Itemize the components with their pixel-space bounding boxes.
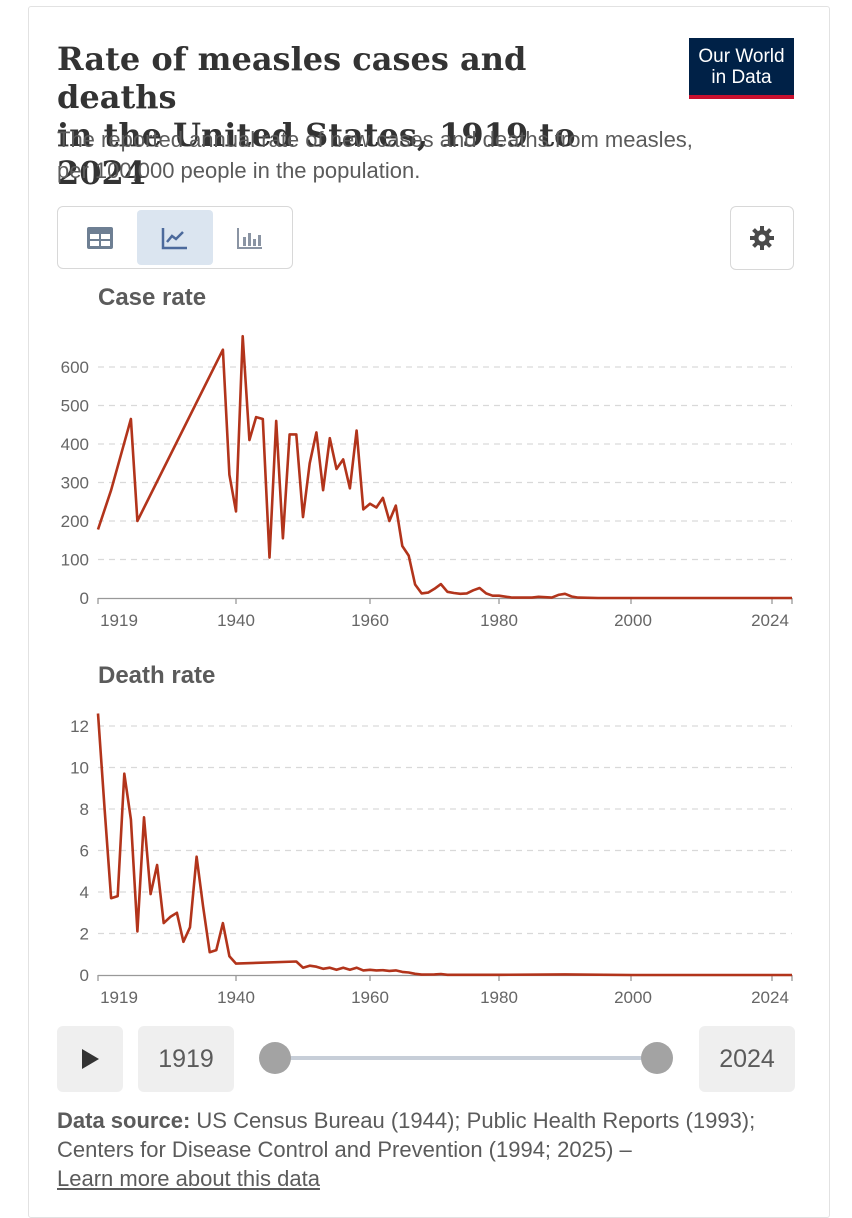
timeline-end-year[interactable]: 2024 bbox=[699, 1026, 795, 1092]
x-tick-label: 1960 bbox=[351, 988, 389, 1007]
play-button[interactable] bbox=[57, 1026, 123, 1092]
data-source: Data source: US Census Bureau (1944); Pu… bbox=[57, 1106, 817, 1193]
logo-line-1: Our World bbox=[698, 46, 785, 67]
chart-card bbox=[28, 6, 830, 1218]
subtitle-line-1: The reported annual rate of new cases an… bbox=[57, 127, 693, 152]
series-line-case-rate bbox=[96, 334, 792, 600]
y-tick-label: 500 bbox=[61, 397, 89, 416]
death-rate-chart: 0 2 4 6 8 10 12 1919 1940 1960 1980 2000 2024 bbox=[70, 713, 793, 1007]
subtitle-line-2: per 100,000 people in the population. bbox=[57, 158, 421, 183]
y-tick-label: 400 bbox=[61, 435, 89, 454]
x-tick-label: 1940 bbox=[217, 988, 255, 1007]
y-tick-label: 10 bbox=[70, 759, 89, 778]
play-icon bbox=[82, 1049, 99, 1069]
case-rate-chart: 0 100 200 300 400 500 600 1919 1940 1960 1980 2000 2… bbox=[61, 334, 793, 630]
x-tick-label: 1980 bbox=[480, 611, 518, 630]
owid-logo[interactable]: Our World in Data bbox=[689, 38, 794, 99]
x-tick-label: 2024 bbox=[751, 611, 789, 630]
source-text: US Census Bureau (1944); Public Health R… bbox=[57, 1108, 756, 1162]
y-tick-label: 0 bbox=[80, 966, 89, 985]
y-tick-label: 12 bbox=[70, 717, 89, 736]
learn-more-link[interactable]: Learn more about this data bbox=[57, 1166, 320, 1191]
settings-button[interactable] bbox=[730, 206, 794, 270]
timeline-end-handle[interactable] bbox=[641, 1042, 673, 1074]
tab-line-chart[interactable] bbox=[137, 210, 213, 265]
title-line-2: in the United States, 1919 to 2024 bbox=[57, 116, 576, 192]
timeline-track[interactable] bbox=[275, 1056, 657, 1060]
y-tick-label: 6 bbox=[80, 842, 89, 861]
y-tick-label: 600 bbox=[61, 358, 89, 377]
source-label: Data source: bbox=[57, 1108, 191, 1133]
line-chart-icon bbox=[161, 227, 187, 249]
y-tick-label: 300 bbox=[61, 474, 89, 493]
x-tick-label: 1980 bbox=[480, 988, 518, 1007]
y-tick-label: 200 bbox=[61, 512, 89, 531]
y-tick-label: 8 bbox=[80, 800, 89, 819]
chart-title: Rate of measles cases and deaths in the … bbox=[57, 40, 657, 192]
y-tick-label: 4 bbox=[80, 883, 89, 902]
x-tick-label: 1919 bbox=[100, 988, 138, 1007]
x-tick-label: 1960 bbox=[351, 611, 389, 630]
timeline-start-handle[interactable] bbox=[259, 1042, 291, 1074]
series-line-death-rate bbox=[96, 713, 792, 977]
x-tick-label: 2000 bbox=[614, 988, 652, 1007]
y-tick-label: 0 bbox=[80, 589, 89, 608]
tab-table[interactable] bbox=[62, 210, 137, 265]
gear-icon bbox=[750, 226, 774, 250]
y-tick-label: 100 bbox=[61, 551, 89, 570]
timeline-start-year[interactable]: 1919 bbox=[138, 1026, 234, 1092]
x-tick-label: 2000 bbox=[614, 611, 652, 630]
logo-line-2: in Data bbox=[711, 67, 772, 88]
bar-chart-icon bbox=[237, 227, 263, 249]
case-rate-title: Case rate bbox=[98, 284, 207, 311]
y-tick-label: 2 bbox=[80, 925, 89, 944]
x-tick-label: 1919 bbox=[100, 611, 138, 630]
death-rate-title: Death rate bbox=[98, 662, 216, 689]
x-tick-label: 2024 bbox=[751, 988, 789, 1007]
view-tabs bbox=[57, 206, 293, 269]
table-icon bbox=[86, 226, 113, 249]
title-line-1: Rate of measles cases and deaths bbox=[57, 40, 527, 116]
x-tick-label: 1940 bbox=[217, 611, 255, 630]
tab-bar-chart[interactable] bbox=[213, 210, 288, 265]
chart-subtitle: The reported annual rate of new cases an… bbox=[57, 124, 777, 186]
